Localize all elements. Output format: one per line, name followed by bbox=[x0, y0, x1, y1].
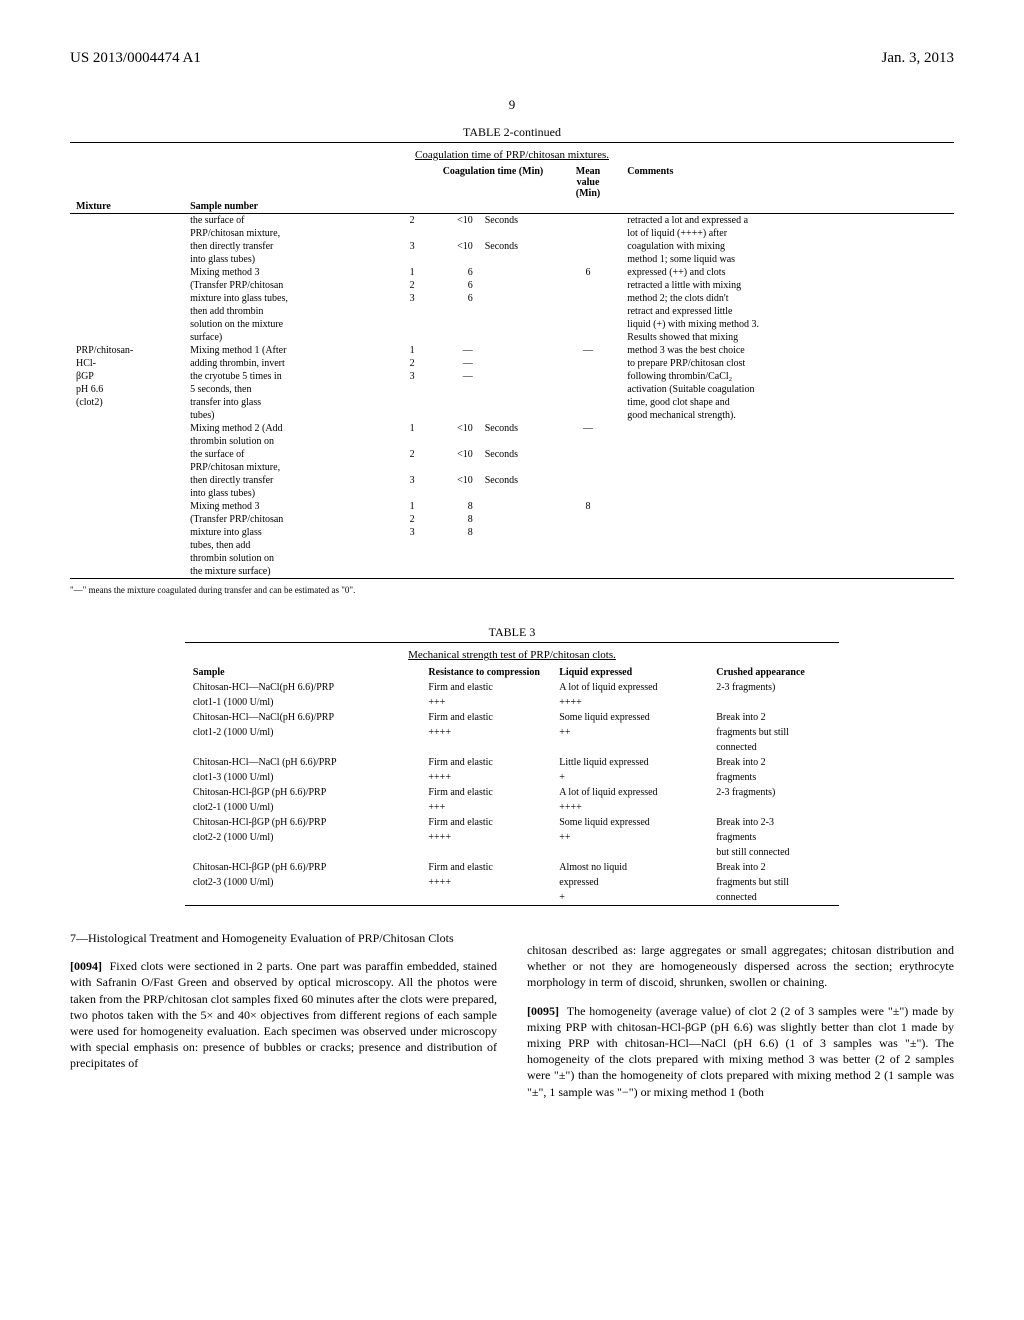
para-95-text: The homogeneity (average value) of clot … bbox=[527, 1004, 954, 1099]
table-row: mixture into glass38 bbox=[70, 526, 954, 539]
table-row: βGPthe cryotube 5 times in3—following th… bbox=[70, 370, 954, 383]
para-94-number: [0094] bbox=[70, 959, 102, 973]
table-row: into glass tubes)method 1; some liquid w… bbox=[70, 253, 954, 266]
table-row: +connected bbox=[185, 890, 839, 905]
table-row: clot1-2 (1000 U/ml)++++++fragments but s… bbox=[185, 725, 839, 740]
table2-col-mean: Meanvalue(Min) bbox=[555, 165, 622, 200]
table3-title: TABLE 3 bbox=[185, 625, 839, 640]
table-row: clot2-3 (1000 U/ml)++++expressedfragment… bbox=[185, 875, 839, 890]
table-row: Chitosan-HCl-βGP (pH 6.6)/PRPFirm and el… bbox=[185, 815, 839, 830]
table3: Sample Resistance to compression Liquid … bbox=[185, 665, 839, 905]
table-row: Chitosan-HCl-βGP (pH 6.6)/PRPFirm and el… bbox=[185, 860, 839, 875]
table-row: solution on the mixtureliquid (+) with m… bbox=[70, 318, 954, 331]
table-row: then add thrombinretract and expressed l… bbox=[70, 305, 954, 318]
table-row: mixture into glass tubes,36method 2; the… bbox=[70, 292, 954, 305]
page-number: 9 bbox=[70, 97, 954, 113]
table-row: tubes)good mechanical strength). bbox=[70, 409, 954, 422]
table-row: Chitosan-HCl—NaCl(pH 6.6)/PRPFirm and el… bbox=[185, 710, 839, 725]
table2: Coagulation time (Min) Meanvalue(Min) Co… bbox=[70, 165, 954, 578]
table2-col-sample: Sample number bbox=[184, 200, 393, 214]
table-row: clot1-3 (1000 U/ml)+++++fragments bbox=[185, 770, 839, 785]
table-row: (Transfer PRP/chitosan28 bbox=[70, 513, 954, 526]
table-row: Chitosan-HCl-βGP (pH 6.6)/PRPFirm and el… bbox=[185, 785, 839, 800]
left-column: 7—Histological Treatment and Homogeneity… bbox=[70, 930, 497, 1112]
paragraph-95: [0095] The homogeneity (average value) o… bbox=[527, 1003, 954, 1100]
table-row: clot2-2 (1000 U/ml)++++++fragments bbox=[185, 830, 839, 845]
table-row: clot1-1 (1000 U/ml)+++++++ bbox=[185, 695, 839, 710]
col2-continuation: chitosan described as: large aggregates … bbox=[527, 942, 954, 991]
table-row: the mixture surface) bbox=[70, 565, 954, 578]
table2-title: TABLE 2-continued bbox=[70, 125, 954, 140]
table3-col-resistance: Resistance to compression bbox=[420, 665, 551, 680]
table2-col-comments: Comments bbox=[621, 165, 954, 200]
table2-footnote: "—" means the mixture coagulated during … bbox=[70, 585, 954, 595]
page-header: US 2013/0004474 A1 Jan. 3, 2013 bbox=[70, 50, 954, 67]
paragraph-94: [0094] Fixed clots were sectioned in 2 p… bbox=[70, 958, 497, 1071]
table-row: tubes, then add bbox=[70, 539, 954, 552]
table-row: then directly transfer3<10Secondscoagula… bbox=[70, 240, 954, 253]
table-row: (clot2)transfer into glasstime, good clo… bbox=[70, 396, 954, 409]
table-row: the surface of2<10Secondsretracted a lot… bbox=[70, 214, 954, 228]
table3-col-liquid: Liquid expressed bbox=[551, 665, 708, 680]
table3-col-crushed: Crushed appearance bbox=[708, 665, 839, 680]
table-row: the surface of2<10Seconds bbox=[70, 448, 954, 461]
header-left: US 2013/0004474 A1 bbox=[70, 50, 201, 67]
table-row: clot2-1 (1000 U/ml)+++++++ bbox=[185, 800, 839, 815]
table-row: Chitosan-HCl—NaCl(pH 6.6)/PRPFirm and el… bbox=[185, 680, 839, 695]
section-7-heading: 7—Histological Treatment and Homogeneity… bbox=[70, 930, 497, 946]
table2-col-coag: Coagulation time (Min) bbox=[431, 165, 555, 200]
table-row: then directly transfer3<10Seconds bbox=[70, 474, 954, 487]
header-right: Jan. 3, 2013 bbox=[882, 50, 955, 67]
table-row: but still connected bbox=[185, 845, 839, 860]
table-row: surface)Results showed that mixing bbox=[70, 331, 954, 344]
table-row: Chitosan-HCl—NaCl (pH 6.6)/PRPFirm and e… bbox=[185, 755, 839, 770]
table-row: Mixing method 3166expressed (++) and clo… bbox=[70, 266, 954, 279]
table2-subtitle: Coagulation time of PRP/chitosan mixture… bbox=[70, 149, 954, 161]
body-columns: 7—Histological Treatment and Homogeneity… bbox=[70, 930, 954, 1112]
table-row: PRP/chitosan mixture, bbox=[70, 461, 954, 474]
table-row: PRP/chitosan mixture,lot of liquid (++++… bbox=[70, 227, 954, 240]
right-column: chitosan described as: large aggregates … bbox=[527, 930, 954, 1112]
table-row: pH 6.65 seconds, thenactivation (Suitabl… bbox=[70, 383, 954, 396]
table-row: connected bbox=[185, 740, 839, 755]
table-row: PRP/chitosan-Mixing method 1 (After1——me… bbox=[70, 344, 954, 357]
table-row: (Transfer PRP/chitosan26retracted a litt… bbox=[70, 279, 954, 292]
table3-col-sample: Sample bbox=[185, 665, 420, 680]
para-94-text: Fixed clots were sectioned in 2 parts. O… bbox=[70, 959, 497, 1070]
table-row: into glass tubes) bbox=[70, 487, 954, 500]
table3-subtitle: Mechanical strength test of PRP/chitosan… bbox=[185, 649, 839, 661]
table-row: thrombin solution on bbox=[70, 435, 954, 448]
table-row: HCl-adding thrombin, invert2—to prepare … bbox=[70, 357, 954, 370]
table-row: Mixing method 2 (Add1<10Seconds— bbox=[70, 422, 954, 435]
para-95-number: [0095] bbox=[527, 1004, 559, 1018]
table-row: Mixing method 3188 bbox=[70, 500, 954, 513]
table-row: thrombin solution on bbox=[70, 552, 954, 565]
table2-col-mixture: Mixture bbox=[70, 200, 184, 214]
